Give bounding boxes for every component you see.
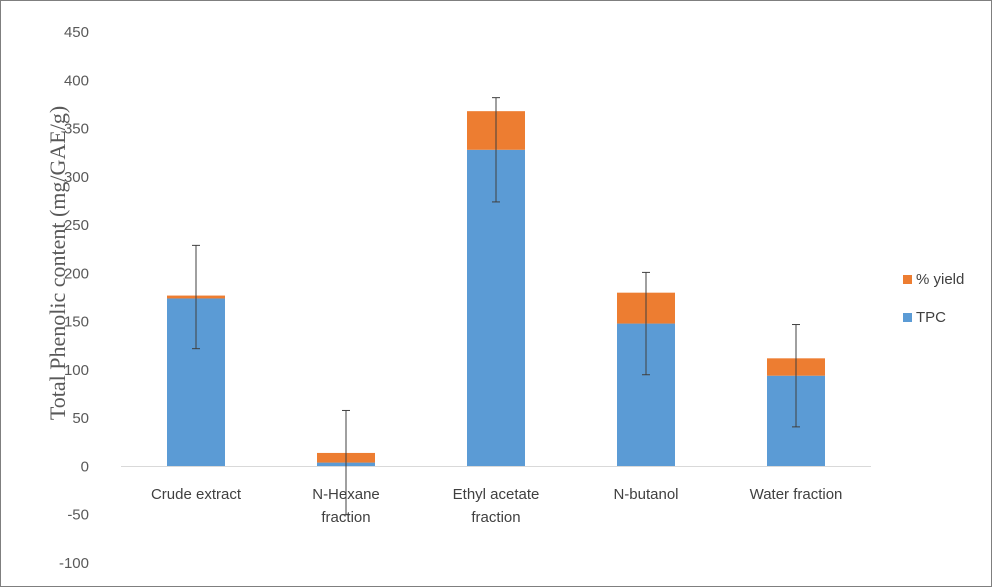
error-bar bbox=[342, 409, 350, 516]
legend: % yield TPC bbox=[903, 271, 964, 326]
x-tick-label: Water fraction bbox=[750, 486, 843, 503]
y-tick-label: 150 bbox=[64, 314, 89, 331]
y-tick-label: 450 bbox=[64, 24, 89, 41]
error-bar bbox=[192, 244, 200, 350]
legend-label: TPC bbox=[916, 309, 946, 326]
x-tick-label-line: Crude extract bbox=[151, 486, 242, 503]
y-tick-label: 350 bbox=[64, 121, 89, 138]
x-tick-label: N-Hexane fraction bbox=[312, 486, 380, 526]
y-tick-label: -50 bbox=[67, 507, 89, 524]
x-tick-label: Ethyl acetate fraction bbox=[453, 486, 540, 526]
y-tick-label: 300 bbox=[64, 169, 89, 186]
y-tick-label: 0 bbox=[81, 458, 89, 475]
y-tick-label: 100 bbox=[64, 362, 89, 379]
error-bar bbox=[642, 271, 650, 376]
plot-area: -100 -50 0 50 100 150 200 250 300 350 400 450 Crude … bbox=[59, 24, 871, 572]
legend-swatch bbox=[903, 313, 912, 322]
x-tick-label-line: fraction bbox=[321, 509, 370, 526]
x-tick-label-line: N-Hexane bbox=[312, 486, 380, 503]
x-tick-label: Crude extract bbox=[151, 486, 242, 503]
x-tick-label-line: Ethyl acetate bbox=[453, 486, 540, 503]
legend-label: % yield bbox=[916, 271, 964, 288]
error-bar bbox=[492, 97, 500, 203]
y-tick-label: -100 bbox=[59, 555, 89, 572]
y-axis-label: Total Phenolic content (mg/GAE/g) bbox=[45, 106, 70, 420]
x-tick-label-line: N-butanol bbox=[613, 486, 678, 503]
x-tick-label-line: Water fraction bbox=[750, 486, 843, 503]
y-tick-label: 50 bbox=[72, 410, 89, 427]
error-bar bbox=[792, 324, 800, 428]
bar-tpc bbox=[467, 149, 525, 467]
y-tick-label: 400 bbox=[64, 72, 89, 89]
y-tick-label: 250 bbox=[64, 217, 89, 234]
x-tick-label: N-butanol bbox=[613, 486, 678, 503]
x-tick-label-line: fraction bbox=[471, 509, 520, 526]
legend-swatch bbox=[903, 275, 912, 284]
y-tick-label: 200 bbox=[64, 265, 89, 282]
